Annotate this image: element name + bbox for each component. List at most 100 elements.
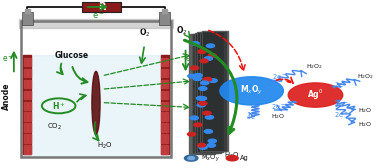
Text: e$^-$: e$^-$ (2, 54, 14, 64)
Bar (165, 79, 169, 88)
Text: 4e$^-$: 4e$^-$ (246, 112, 261, 121)
Text: H$_2$O: H$_2$O (98, 140, 113, 151)
Text: H$_2$O: H$_2$O (271, 112, 285, 121)
Text: H$_2$O: H$_2$O (225, 151, 240, 161)
Bar (161, 145, 164, 154)
Circle shape (199, 146, 207, 149)
Bar (28, 145, 31, 154)
Circle shape (197, 96, 205, 100)
Bar (28, 79, 31, 88)
Bar (197, 32, 223, 152)
Bar (161, 79, 164, 88)
Circle shape (191, 66, 199, 70)
Text: Anode: Anode (2, 82, 11, 110)
Circle shape (205, 115, 214, 119)
Text: 2e$^-$: 2e$^-$ (334, 110, 349, 119)
Circle shape (188, 74, 196, 78)
Bar (23, 145, 27, 154)
Circle shape (209, 79, 217, 82)
Text: M$_x$O$_y$: M$_x$O$_y$ (240, 84, 263, 97)
Circle shape (199, 101, 207, 105)
Bar (161, 58, 164, 66)
Bar (165, 145, 169, 154)
Text: R: R (98, 2, 105, 12)
Text: Ag: Ag (240, 155, 249, 161)
Bar (28, 134, 31, 143)
Circle shape (187, 132, 196, 136)
Bar (165, 91, 169, 99)
Bar (165, 134, 169, 143)
Bar (163, 9, 167, 13)
FancyBboxPatch shape (82, 2, 121, 12)
Text: CO$_2$: CO$_2$ (47, 122, 62, 132)
Bar (161, 69, 164, 77)
Bar (161, 134, 164, 143)
Circle shape (200, 59, 208, 63)
Bar (28, 113, 31, 121)
Circle shape (198, 97, 207, 100)
Circle shape (207, 143, 215, 147)
Text: e$^-$: e$^-$ (91, 11, 104, 21)
Bar (197, 32, 223, 152)
Circle shape (201, 81, 209, 85)
Bar (23, 69, 27, 77)
Text: H$_2$O: H$_2$O (358, 120, 373, 129)
Text: 2e$^-$: 2e$^-$ (334, 80, 349, 89)
Bar (28, 123, 31, 132)
Circle shape (184, 155, 198, 161)
Circle shape (188, 157, 195, 160)
Circle shape (190, 116, 198, 120)
Circle shape (194, 123, 202, 127)
Circle shape (208, 54, 217, 57)
Text: M$_x$O$_y$: M$_x$O$_y$ (200, 152, 219, 164)
Text: H$^+$: H$^+$ (52, 100, 65, 112)
Circle shape (226, 156, 238, 161)
Bar (28, 58, 31, 66)
Bar (195, 33, 221, 153)
Bar (161, 113, 164, 121)
Bar (165, 113, 169, 121)
Circle shape (204, 130, 212, 133)
Bar (192, 34, 218, 153)
Circle shape (193, 77, 201, 80)
Circle shape (220, 77, 284, 105)
Bar (165, 123, 169, 132)
Bar (28, 69, 31, 77)
Bar (165, 69, 169, 77)
Bar (189, 34, 215, 154)
Bar (21, 21, 170, 157)
Text: Cathode: Cathode (194, 78, 202, 114)
Bar (195, 33, 221, 153)
Circle shape (288, 83, 343, 107)
Bar (200, 32, 226, 151)
Bar (23, 79, 27, 88)
Bar (25, 9, 29, 13)
Bar (23, 101, 27, 110)
Bar (23, 91, 27, 99)
Text: 2e$^-$: 2e$^-$ (272, 72, 287, 81)
Circle shape (191, 42, 199, 45)
Bar (192, 34, 218, 153)
Bar (161, 55, 169, 154)
Bar (23, 58, 27, 66)
Circle shape (204, 57, 212, 60)
Text: O$_2$: O$_2$ (139, 27, 150, 39)
Text: e$^-$: e$^-$ (185, 54, 197, 64)
Circle shape (198, 50, 206, 53)
Bar (23, 113, 27, 121)
Bar (165, 58, 169, 66)
Circle shape (206, 44, 215, 48)
Text: H$_2$O$_2$: H$_2$O$_2$ (306, 62, 323, 71)
Bar (23, 134, 27, 143)
FancyBboxPatch shape (160, 12, 170, 25)
Text: 2e$^-$: 2e$^-$ (271, 102, 285, 111)
Bar (28, 101, 31, 110)
Bar (202, 31, 228, 151)
Bar (161, 123, 164, 132)
Circle shape (194, 74, 202, 77)
Text: O$_2$: O$_2$ (176, 25, 187, 37)
Bar (161, 91, 164, 99)
Bar (21, 55, 170, 157)
Text: Ag$^0$: Ag$^0$ (307, 88, 324, 102)
Circle shape (203, 111, 211, 115)
